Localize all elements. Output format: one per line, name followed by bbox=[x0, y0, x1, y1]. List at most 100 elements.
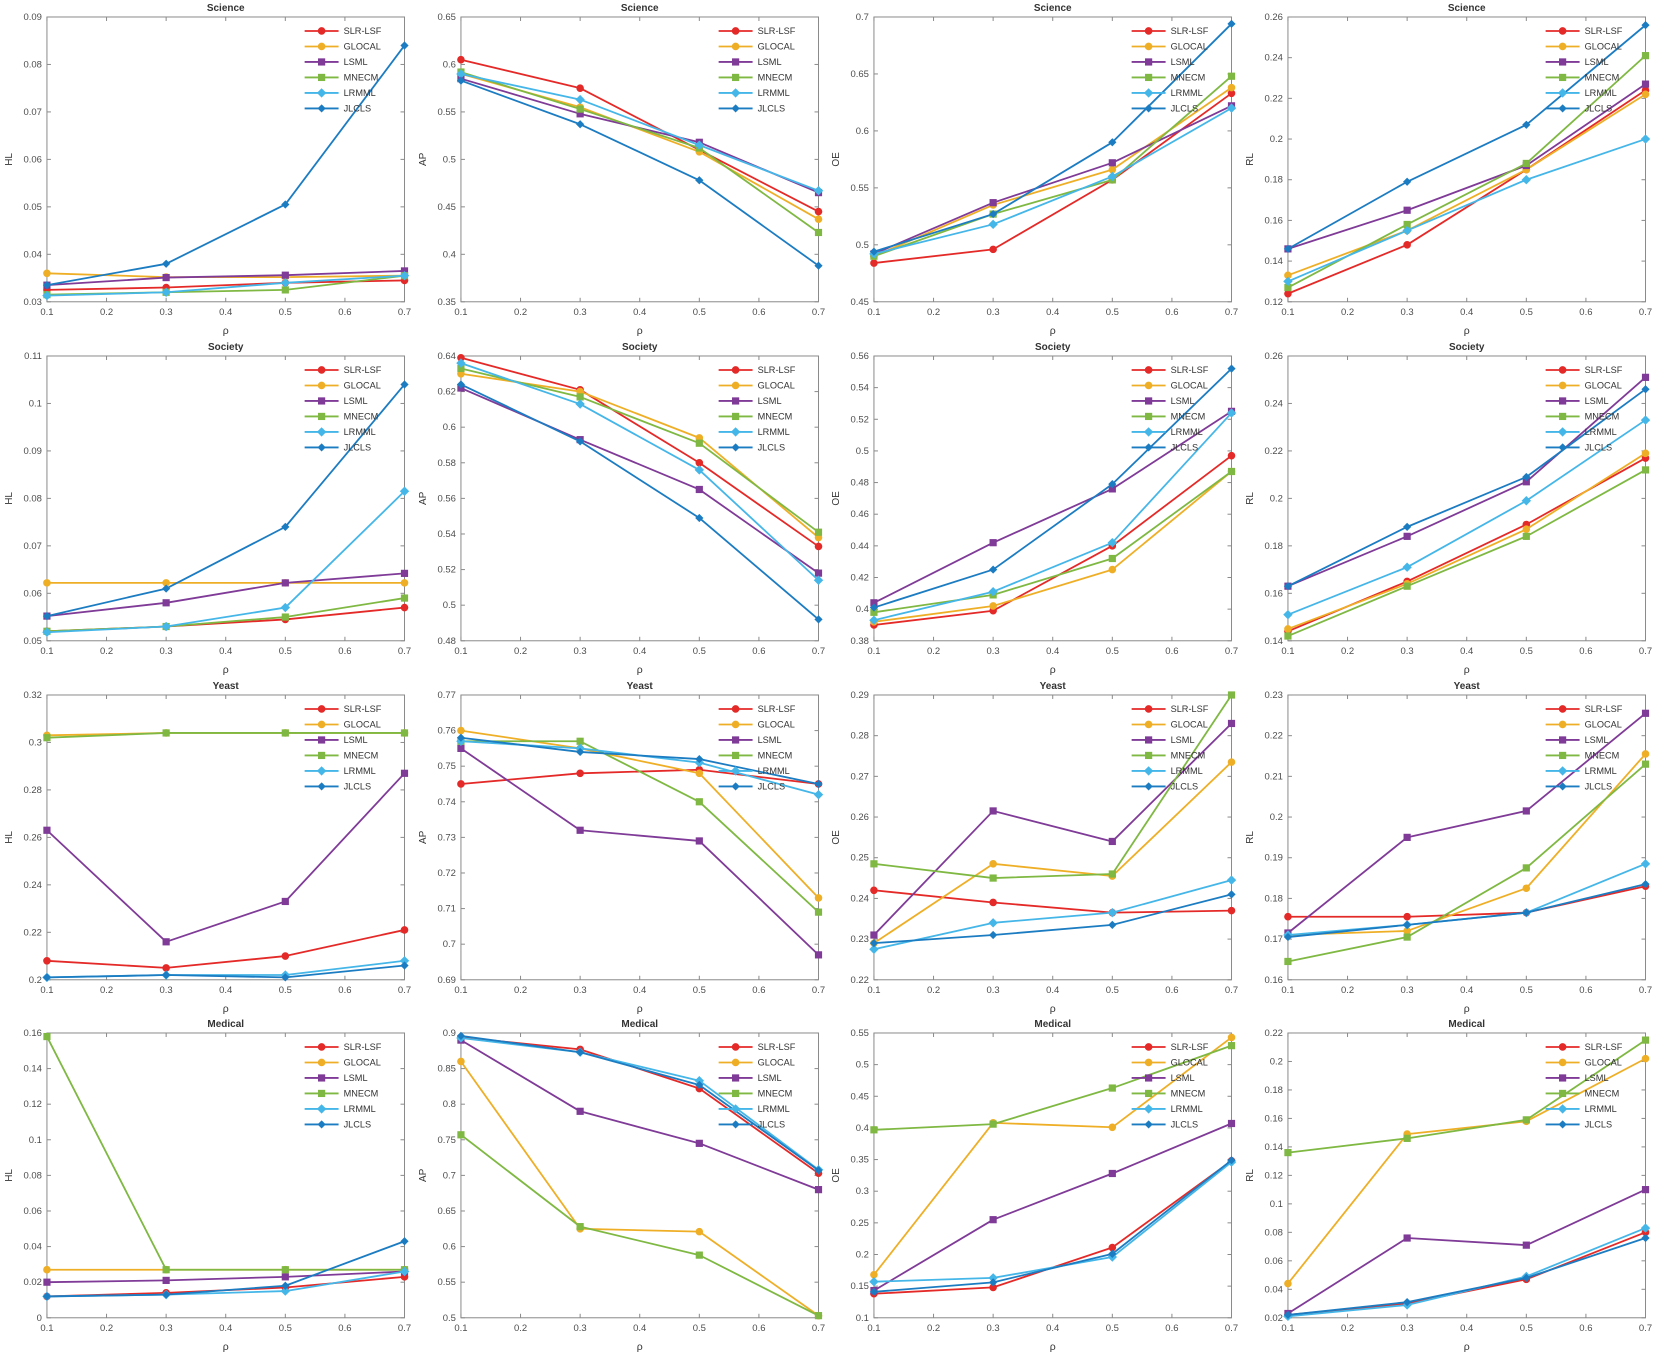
marker-circle bbox=[1144, 27, 1153, 35]
x-tick-label: 0.4 bbox=[1046, 984, 1059, 995]
legend-entry-LSML: LSML bbox=[1545, 57, 1608, 67]
x-tick-label: 0.7 bbox=[1225, 984, 1238, 995]
marker-square bbox=[43, 1033, 51, 1041]
marker-square bbox=[43, 733, 51, 741]
legend-label: SLR-LSF bbox=[1584, 365, 1622, 375]
marker-square bbox=[1227, 1120, 1236, 1128]
marker-circle bbox=[989, 245, 997, 254]
legend-entry-GLOCAL: GLOCAL bbox=[1131, 380, 1208, 390]
x-tick-label: 0.2 bbox=[1340, 984, 1353, 995]
marker-square bbox=[1145, 1090, 1153, 1098]
marker-diamond bbox=[731, 1120, 740, 1129]
legend-entry-SLR-LSF: SLR-LSF bbox=[718, 26, 795, 36]
marker-square bbox=[1283, 632, 1292, 640]
marker-diamond bbox=[731, 443, 740, 452]
y-tick-label: 0.4 bbox=[856, 604, 869, 615]
x-tick-label: 0.4 bbox=[633, 984, 646, 995]
marker-circle bbox=[731, 720, 739, 728]
y-axis-label: RL bbox=[1244, 491, 1255, 504]
marker-circle bbox=[989, 601, 997, 610]
x-tick-label: 0.6 bbox=[752, 1323, 765, 1334]
series-line-MNECM bbox=[873, 470, 1233, 613]
y-axis-label: OE bbox=[831, 491, 842, 506]
y-tick-label: 0.17 bbox=[1264, 934, 1282, 945]
marker-diamond bbox=[400, 960, 409, 970]
marker-square bbox=[576, 826, 584, 834]
marker-diamond bbox=[316, 765, 327, 776]
y-tick-label: 0.22 bbox=[850, 974, 868, 985]
marker-square bbox=[695, 485, 703, 493]
y-tick-label: 0.76 bbox=[437, 725, 455, 736]
legend-entry-JLCLS: JLCLS bbox=[304, 781, 371, 791]
y-tick-label: 0.09 bbox=[23, 446, 41, 457]
y-tick-label: 0.45 bbox=[850, 297, 868, 308]
legend-label: LSML bbox=[1584, 735, 1608, 745]
series-line-MNECM bbox=[1287, 468, 1646, 637]
series-line-SLR-LSF bbox=[873, 454, 1233, 626]
x-tick-label: 0.4 bbox=[1046, 307, 1059, 318]
subplot-yeast-hl: 0.1 0.2 0.3 0.4 0.5 0.6 0.70.20.220.240.260.28… bbox=[4, 680, 411, 1014]
legend-label: GLOCAL bbox=[1584, 42, 1621, 52]
marker-diamond bbox=[162, 584, 171, 593]
x-tick-label: 0.2 bbox=[927, 984, 940, 995]
x-tick-label: 0.7 bbox=[398, 1323, 411, 1334]
x-tick-label: 0.3 bbox=[987, 307, 1000, 318]
marker-circle bbox=[456, 1057, 465, 1066]
legend-label: LRMML bbox=[757, 1104, 789, 1114]
legend-entry-SLR-LSF: SLR-LSF bbox=[718, 1042, 795, 1052]
legend-label: MNECM bbox=[1171, 1089, 1206, 1099]
legend-entry-MNECM: MNECM bbox=[718, 411, 792, 421]
legend-entry-MNECM: MNECM bbox=[1545, 1089, 1619, 1099]
marker-diamond bbox=[456, 380, 465, 389]
series-line-JLCLS bbox=[460, 736, 819, 785]
x-tick-label: 0.4 bbox=[219, 646, 232, 657]
legend-label: LSML bbox=[1171, 396, 1195, 406]
legend-label: JLCLS bbox=[1584, 104, 1612, 114]
chart-title: Medical bbox=[1448, 1019, 1485, 1030]
marker-square bbox=[1108, 837, 1116, 845]
marker-square bbox=[456, 1131, 465, 1139]
marker-circle bbox=[400, 603, 409, 612]
subplot-science-oe: 0.1 0.2 0.3 0.4 0.5 0.6 0.7 0.45 0.5 0.55 0.6 0.65 0… bbox=[831, 3, 1238, 337]
legend-entry-SLR-LSF: SLR-LSF bbox=[1545, 26, 1622, 36]
y-tick-label: 0.06 bbox=[23, 1206, 41, 1217]
x-tick-label: 0.7 bbox=[1638, 1323, 1651, 1334]
marker-square bbox=[1403, 582, 1411, 590]
x-tick-label: 0.6 bbox=[1165, 646, 1178, 657]
legend-label: MNECM bbox=[344, 750, 379, 760]
marker-square bbox=[400, 728, 409, 737]
marker-circle bbox=[731, 381, 739, 390]
y-tick-label: 0.21 bbox=[1264, 771, 1282, 782]
marker-circle bbox=[695, 1228, 703, 1236]
legend-label: LSML bbox=[757, 1073, 781, 1083]
marker-diamond bbox=[1402, 177, 1411, 186]
series-line-LRMML bbox=[46, 490, 406, 633]
marker-square bbox=[1641, 80, 1649, 88]
marker-diamond bbox=[399, 270, 410, 281]
legend-entry-MNECM: MNECM bbox=[718, 750, 792, 760]
x-tick-label: 0.5 bbox=[1519, 1323, 1532, 1334]
y-tick-label: 0.1 bbox=[29, 1135, 42, 1146]
marker-diamond bbox=[1227, 19, 1236, 28]
y-tick-label: 0.18 bbox=[1264, 175, 1282, 186]
series-line-GLOCAL bbox=[873, 1036, 1233, 1276]
marker-diamond bbox=[694, 176, 703, 185]
y-tick-label: 0.08 bbox=[1264, 1228, 1282, 1239]
marker-diamond bbox=[400, 1237, 409, 1246]
y-tick-label: 0.02 bbox=[1264, 1313, 1282, 1324]
chart-title: Medical bbox=[207, 1019, 244, 1030]
marker-square bbox=[695, 797, 703, 805]
y-tick-label: 0.1 bbox=[29, 398, 42, 409]
y-tick-label: 0.48 bbox=[437, 636, 455, 647]
marker-circle bbox=[1641, 1055, 1649, 1063]
legend-entry-JLCLS: JLCLS bbox=[718, 104, 785, 114]
marker-square bbox=[1403, 932, 1411, 941]
marker-square bbox=[731, 1074, 739, 1082]
y-tick-label: 0.16 bbox=[1264, 1114, 1282, 1125]
x-tick-label: 0.4 bbox=[633, 307, 646, 318]
legend-entry-LRMML: LRMML bbox=[304, 88, 376, 98]
y-tick-label: 0.65 bbox=[437, 12, 455, 23]
marker-square bbox=[318, 1090, 326, 1098]
series-line-LSML bbox=[1286, 712, 1646, 934]
marker-diamond bbox=[1143, 765, 1154, 776]
